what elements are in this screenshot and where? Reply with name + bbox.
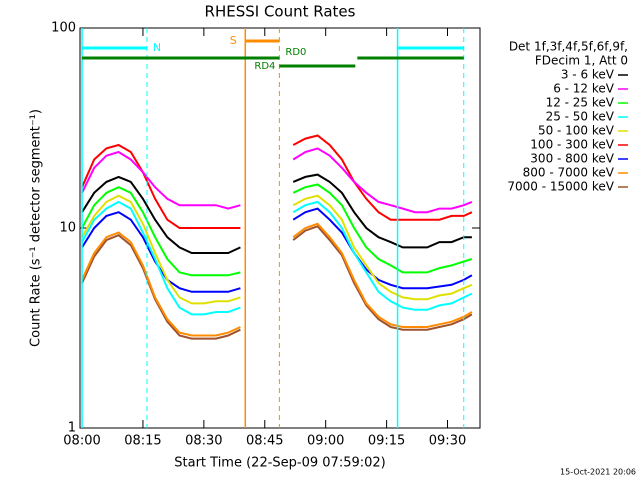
rd-label: RD4 xyxy=(254,61,275,72)
series-line xyxy=(81,222,473,337)
legend-header: Det 1f,3f,4f,5f,6f,9f, xyxy=(509,40,628,54)
series-line xyxy=(81,225,473,340)
x-tick-label: 08:15 xyxy=(124,434,161,449)
x-tick-label: 08:45 xyxy=(246,434,283,449)
series-line xyxy=(81,207,473,293)
legend-label: 300 - 800 keV xyxy=(530,152,614,166)
marker-label: N xyxy=(153,41,161,54)
rd-label: RD0 xyxy=(285,47,306,58)
timestamp: 15-Oct-2021 20:06 xyxy=(560,468,636,477)
x-tick-label: 08:00 xyxy=(63,434,100,449)
chart-title: RHESSI Count Rates xyxy=(205,3,356,21)
y-axis-label: Count Rate (s⁻¹ detector segment⁻¹) xyxy=(29,109,44,347)
x-tick-label: 08:30 xyxy=(185,434,222,449)
series-line xyxy=(81,194,473,305)
legend-label: 800 - 7000 keV xyxy=(523,166,615,180)
legend-header: FDecim 1, Att 0 xyxy=(535,54,628,68)
y-tick-label: 10 xyxy=(59,221,76,236)
series-line xyxy=(81,147,473,214)
legend-label: 25 - 50 keV xyxy=(546,110,615,124)
series-line xyxy=(81,200,473,316)
legend-label: 50 - 100 keV xyxy=(538,124,615,138)
y-tick-label: 100 xyxy=(51,21,76,36)
series-line xyxy=(81,173,472,254)
x-tick-label: 09:00 xyxy=(307,434,344,449)
marker-label: S xyxy=(230,34,237,47)
legend-label: 12 - 25 keV xyxy=(546,96,615,110)
x-tick-label: 09:30 xyxy=(429,434,466,449)
y-tick-label: 1 xyxy=(68,421,76,436)
x-tick-label: 09:15 xyxy=(368,434,405,449)
x-axis-label: Start Time (22-Sep-09 07:59:02) xyxy=(174,456,385,471)
legend-label: 7000 - 15000 keV xyxy=(507,180,614,194)
series-line xyxy=(81,183,473,277)
legend-label: 100 - 300 keV xyxy=(530,138,614,152)
legend-label: 3 - 6 keV xyxy=(561,68,615,82)
legend-label: 6 - 12 keV xyxy=(553,82,615,96)
series-line xyxy=(81,134,473,229)
